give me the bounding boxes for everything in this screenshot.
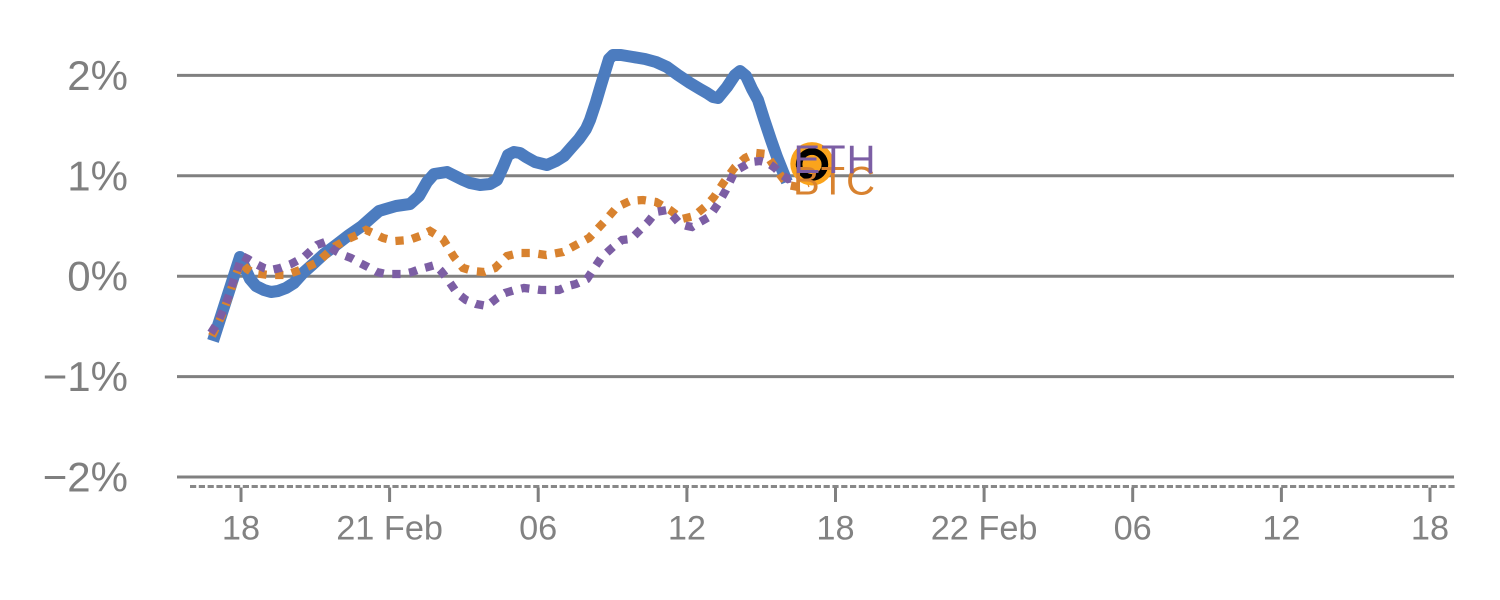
svg-text:18: 18 (816, 510, 854, 548)
svg-text:18: 18 (1411, 510, 1449, 548)
svg-text:21 Feb: 21 Feb (336, 510, 443, 548)
svg-text:−2%: −2% (43, 454, 128, 501)
svg-text:12: 12 (668, 510, 706, 548)
svg-text:−1%: −1% (43, 353, 128, 400)
svg-text:0%: 0% (67, 253, 128, 300)
svg-text:12: 12 (1262, 510, 1300, 548)
svg-text:ETH: ETH (794, 138, 877, 182)
svg-text:BTC: BTC (793, 160, 876, 204)
svg-text:06: 06 (1114, 510, 1152, 548)
svg-text:2%: 2% (67, 52, 128, 99)
svg-text:06: 06 (519, 510, 557, 548)
svg-text:18: 18 (222, 510, 260, 548)
svg-text:22 Feb: 22 Feb (931, 510, 1038, 548)
svg-text:1%: 1% (67, 152, 128, 199)
